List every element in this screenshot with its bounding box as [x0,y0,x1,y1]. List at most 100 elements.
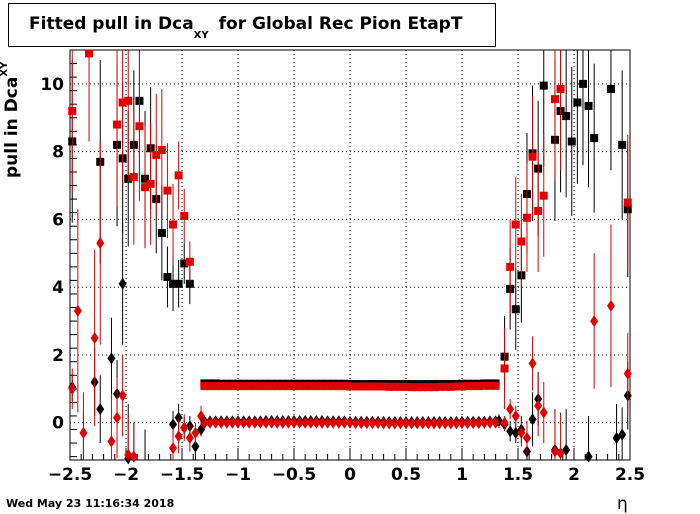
data-point-square [234,382,242,391]
data-point-square [556,84,565,93]
data-point-diamond [245,416,254,429]
data-point-diamond [469,417,478,430]
data-point-square [239,382,248,391]
data-point-square [267,382,276,391]
data-point-diamond [96,403,105,416]
data-point-square [362,382,371,391]
data-point-diamond [550,445,559,458]
data-point-square [435,382,444,391]
timestamp: Wed May 23 11:16:34 2018 [6,497,175,510]
data-point-diamond [273,416,282,429]
data-point-diamond [618,428,627,441]
data-point-square [262,382,270,391]
data-point-diamond [256,416,265,429]
data-point-square [567,137,576,146]
data-point-diamond [312,416,321,429]
data-point-square [211,382,220,391]
data-point-diamond [606,299,615,312]
data-point-square [474,382,483,391]
ylabel-subscript: XY [0,61,10,77]
data-point-square [590,134,599,143]
data-point-diamond [402,417,410,430]
data-point-diamond [506,403,515,416]
data-point-diamond [295,416,304,429]
data-point-square [584,101,593,110]
x-tick-label: 2 [568,465,580,485]
data-point-diamond [340,416,349,429]
data-point-square [222,382,231,391]
data-point-diamond [430,417,438,430]
data-point-diamond [180,421,189,434]
data-point-diamond [385,417,394,430]
data-point-diamond [528,413,537,426]
data-point-square [623,198,632,207]
data-point-diamond [486,416,494,429]
data-point-diamond [217,416,226,429]
data-point-square [539,191,548,200]
data-point-square [407,383,416,392]
data-point-square [180,212,189,221]
data-point-diamond [390,417,399,430]
data-point-square [200,382,209,391]
data-point-diamond [463,417,472,430]
data-point-diamond [206,416,214,429]
data-point-diamond [169,418,178,431]
data-point-diamond [424,417,433,430]
data-point-diamond [323,416,332,429]
data-point-diamond [211,416,220,429]
data-point-diamond [262,416,270,429]
data-point-square [534,206,543,215]
data-point-diamond [458,417,466,430]
data-point-square [606,84,615,93]
data-point-square [174,171,183,180]
data-point-square [146,179,155,188]
data-point-square [441,382,450,391]
y-tick-label: 2 [52,346,64,366]
data-point-square [323,382,332,391]
x-tick-label: −1 [225,465,251,485]
data-point-diamond [362,417,371,430]
data-point-square [528,152,537,161]
data-point-square [446,382,455,391]
data-point-diamond [306,416,315,429]
data-point-diamond [517,426,526,439]
data-point-square [250,382,259,391]
data-point-square [290,382,298,391]
data-point-diamond [234,416,242,429]
data-point-diamond [73,304,82,317]
data-point-diamond [374,417,382,430]
title-main: Fitted pull in Dca [29,14,194,34]
data-point-square [301,382,310,391]
data-point-square [511,305,520,314]
data-point-square [346,382,354,391]
data-point-square [340,382,349,391]
data-point-diamond [435,417,444,430]
data-point-diamond [191,426,200,439]
data-point-diamond [590,315,599,328]
data-point-diamond [528,357,537,370]
data-point-square [539,81,548,90]
data-point-square [368,382,377,391]
data-point-diamond [79,426,88,439]
data-point-square [217,382,226,391]
data-point-square [329,382,338,391]
data-point-square [163,186,172,195]
data-point-diamond [418,417,427,430]
data-point-square [295,382,304,391]
data-point-square [562,112,571,121]
data-point-diamond [174,430,183,443]
data-point-square [245,382,254,391]
data-point-square [174,279,183,288]
data-point-diamond [200,417,209,430]
data-point-diamond [480,416,489,429]
data-point-square [506,262,515,271]
data-point-diamond [441,417,450,430]
data-point-square [486,381,494,390]
data-point-square [550,95,559,104]
data-point-square [85,49,94,58]
data-point-diamond [452,417,461,430]
x-tick-label: 1 [456,465,468,485]
y-axis-label: pull in DcaXY [0,61,22,178]
x-tick-label: −2 [113,465,139,485]
